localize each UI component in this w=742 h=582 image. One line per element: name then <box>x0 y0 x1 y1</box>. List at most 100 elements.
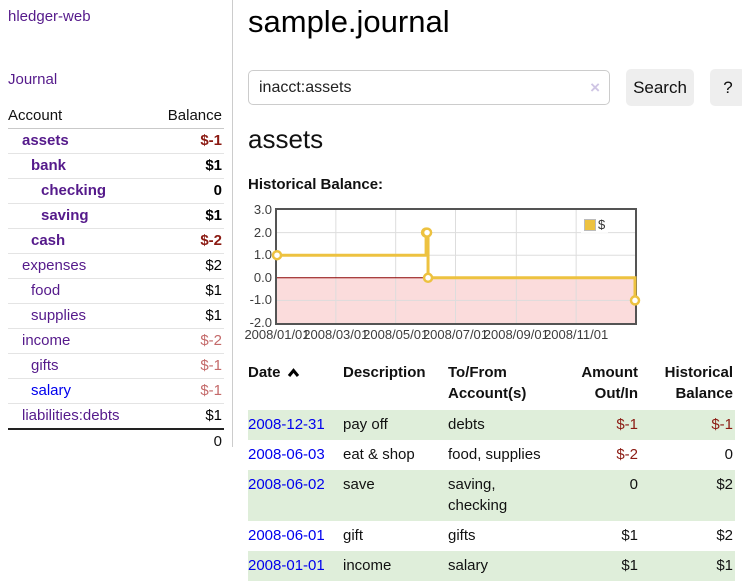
balance-chart: $ 3.0 2.0 1.0 0.0 -1.0 -2.0 2008/01/01 2008/03/… <box>240 202 742 353</box>
date-header-label: Date <box>248 364 281 381</box>
transaction-accounts: saving, checking <box>448 476 508 514</box>
account-link-saving[interactable]: saving <box>41 207 89 224</box>
sidebar-account-row: saving $1 <box>8 204 224 229</box>
account-link-bank[interactable]: bank <box>31 157 67 174</box>
transaction-description: gift <box>343 527 364 544</box>
search-button[interactable]: Search <box>626 69 694 106</box>
y-axis-tick-label: -2.0 <box>249 315 272 330</box>
transaction-amount: 0 <box>629 476 638 493</box>
chart-legend: $ <box>581 216 609 233</box>
transaction-balance: $-1 <box>711 416 733 433</box>
account-link-gifts[interactable]: gifts <box>31 357 59 374</box>
account-balance: $1 <box>205 307 222 324</box>
account-link-food[interactable]: food <box>31 282 61 299</box>
transaction-description: save <box>343 476 375 493</box>
account-link-assets[interactable]: assets <box>22 132 69 149</box>
account-link-expenses[interactable]: expenses <box>22 257 87 274</box>
transaction-balance: $2 <box>716 527 733 544</box>
account-column-header: Account <box>8 107 63 124</box>
sidebar-account-row: gifts $-1 <box>8 354 224 379</box>
sidebar-account-row: assets $-1 <box>8 129 224 154</box>
transaction-date-link[interactable]: 2008-06-02 <box>248 476 325 493</box>
transaction-row: 2008-06-03 eat & shop food, supplies $-2 0 <box>248 440 735 470</box>
help-button[interactable]: ? <box>710 69 742 106</box>
transaction-date-link[interactable]: 2008-01-01 <box>248 557 325 574</box>
sidebar-account-row: supplies $1 <box>8 304 224 329</box>
transaction-date-link[interactable]: 2008-06-01 <box>248 527 325 544</box>
sidebar-account-row: salary $-1 <box>8 379 224 404</box>
account-link-liabilities-debts[interactable]: liabilities:debts <box>22 407 120 424</box>
account-balance: $-1 <box>200 382 222 399</box>
transaction-balance: $2 <box>716 476 733 493</box>
column-header-accounts: To/From Account(s) <box>448 364 527 402</box>
column-header-date[interactable]: Date <box>248 362 343 410</box>
transaction-row: 2008-01-01 income salary $1 $1 <box>248 551 735 581</box>
legend-label: $ <box>598 217 606 232</box>
account-balance: $-2 <box>200 332 222 349</box>
y-axis-tick-label: 1.0 <box>253 247 272 263</box>
account-balance: 0 <box>213 182 222 199</box>
transaction-amount: $1 <box>621 527 638 544</box>
column-header-balance: Historical Balance <box>664 364 733 402</box>
transaction-balance: $1 <box>716 557 733 574</box>
chart-plot <box>271 208 641 325</box>
account-balance: $1 <box>205 157 222 174</box>
sidebar-item-journal[interactable]: Journal <box>8 71 58 88</box>
account-heading: assets <box>248 124 324 154</box>
sidebar-account-row: checking 0 <box>8 179 224 204</box>
transaction-amount: $-1 <box>616 416 638 433</box>
transaction-date-link[interactable]: 2008-06-03 <box>248 446 325 463</box>
y-axis-tick-label: 2.0 <box>253 224 272 240</box>
y-axis-tick-label: 0.0 <box>253 269 272 285</box>
sidebar-account-row: bank $1 <box>8 154 224 179</box>
main-content: sample.journal × Search ? assets Histori… <box>240 0 742 582</box>
sort-ascending-icon <box>287 363 300 384</box>
transaction-date-link[interactable]: 2008-12-31 <box>248 416 325 433</box>
transaction-description: eat & shop <box>343 446 415 463</box>
column-header-description: Description <box>343 364 426 381</box>
account-balance: $-1 <box>200 132 222 149</box>
account-link-checking[interactable]: checking <box>41 182 107 199</box>
x-axis-tick-label: 2008/03/01 <box>303 327 369 342</box>
x-axis-tick-label: 2008/05/01 <box>363 327 429 342</box>
account-link-income[interactable]: income <box>22 332 71 349</box>
account-link-salary[interactable]: salary <box>31 382 72 399</box>
account-link-supplies[interactable]: supplies <box>31 307 87 324</box>
sidebar-account-row: income $-2 <box>8 329 224 354</box>
sidebar-account-row: liabilities:debts $1 <box>8 404 224 429</box>
sidebar-account-row: food $1 <box>8 279 224 304</box>
accounts-table: Account Balance assets $-1 bank $1 checking 0… <box>8 104 224 454</box>
column-header-amount: Amount Out/In <box>581 364 638 402</box>
balance-column-header: Balance <box>167 107 222 124</box>
app-brand-link[interactable]: hledger-web <box>8 8 91 25</box>
transaction-accounts: gifts <box>448 527 476 544</box>
sidebar-account-row: expenses $2 <box>8 254 224 279</box>
transaction-description: pay off <box>343 416 388 433</box>
search-input[interactable] <box>259 72 584 103</box>
register-header-row: Date Description To/From Account(s) Amou… <box>248 362 735 410</box>
accounts-total-value: 0 <box>213 433 222 450</box>
transaction-accounts: food, supplies <box>448 446 541 463</box>
transaction-row: 2008-06-01 gift gifts $1 $2 <box>248 521 735 551</box>
transaction-balance: 0 <box>724 446 733 463</box>
x-axis-tick-label: 2008/01/01 <box>244 327 310 342</box>
clear-search-icon[interactable]: × <box>590 78 600 97</box>
accounts-table-header: Account Balance <box>8 104 224 129</box>
transaction-accounts: salary <box>448 557 489 574</box>
account-balance: $-1 <box>200 357 222 374</box>
search-form: × Search ? <box>248 69 742 106</box>
account-balance: $1 <box>205 207 222 224</box>
y-axis-tick-label: 3.0 <box>253 202 272 217</box>
transaction-description: income <box>343 557 392 574</box>
transaction-row: 2008-12-31 pay off debts $-1 $-1 <box>248 410 735 440</box>
account-balance: $1 <box>205 407 222 424</box>
sidebar-account-row: cash $-2 <box>8 229 224 254</box>
account-balance: $1 <box>205 282 222 299</box>
transaction-row: 2008-06-02 save saving, checking 0 $2 <box>248 470 735 521</box>
search-box: × <box>248 70 610 105</box>
account-link-cash[interactable]: cash <box>31 232 66 249</box>
sidebar-divider <box>232 0 233 447</box>
page-title: sample.journal <box>248 4 450 39</box>
transaction-amount: $-2 <box>616 446 638 463</box>
x-axis-tick-label: 2008/09/01 <box>483 327 549 342</box>
